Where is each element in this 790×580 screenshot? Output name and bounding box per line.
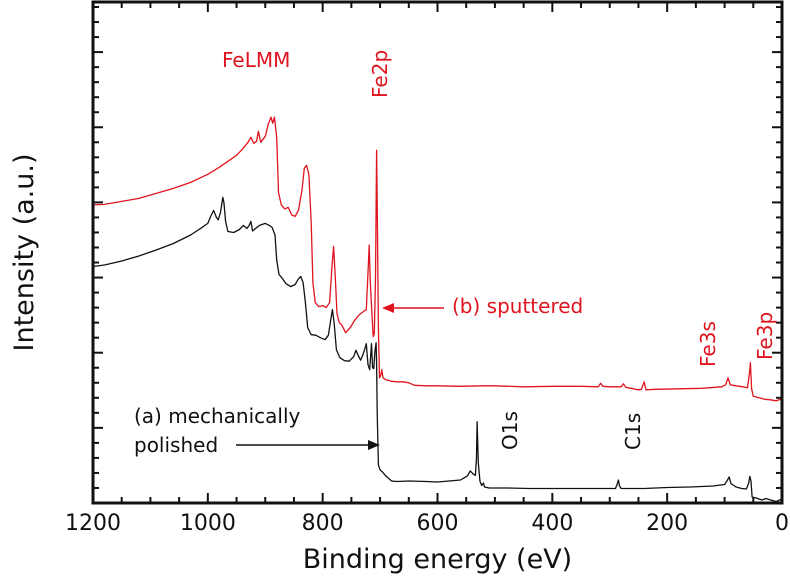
x-tick-label: 600 xyxy=(417,511,459,536)
x-tick-labels: 1200 1000 800 600 400 200 0 xyxy=(65,511,789,536)
annotation-c1s: C1s xyxy=(621,413,645,450)
x-axis-title: Binding energy (eV) xyxy=(303,544,572,575)
x-tick-label: 0 xyxy=(775,511,789,536)
annotation-mechanically: (a) mechanically xyxy=(134,404,301,428)
series-layer xyxy=(92,116,783,503)
annotation-felmm: FeLMM xyxy=(222,48,290,72)
annotation-fe3s: Fe3s xyxy=(696,321,720,367)
annotation-polished: polished xyxy=(134,433,218,457)
x-tick-label: 800 xyxy=(302,511,344,536)
plot-frame xyxy=(91,0,784,505)
annotation-fe3p: Fe3p xyxy=(753,312,777,360)
x-tick-label: 1000 xyxy=(180,511,236,536)
arrowhead-polished xyxy=(368,440,380,450)
arrowhead-sputtered xyxy=(382,303,394,313)
y-axis-title: Intensity (a.u.) xyxy=(9,154,40,352)
x-tick-label: 1200 xyxy=(65,511,121,536)
annotation-sputtered: (b) sputtered xyxy=(452,294,583,318)
annotation-o1s: O1s xyxy=(498,411,522,450)
x-tick-label: 200 xyxy=(646,511,688,536)
x-tick-label: 400 xyxy=(531,511,573,536)
series-line-sputtered xyxy=(92,116,783,402)
series-line-polished xyxy=(92,196,783,503)
annotation-fe2p: Fe2p xyxy=(368,50,392,98)
